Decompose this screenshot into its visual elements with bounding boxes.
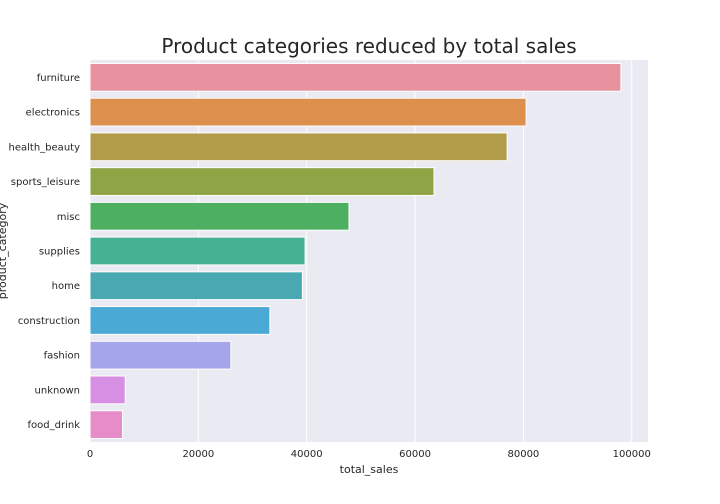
y-tick-label: unknown: [35, 385, 80, 396]
bar-electronics: [89, 97, 527, 127]
x-tick-label: 0: [87, 449, 93, 460]
y-tick-label: fashion: [44, 351, 80, 362]
x-tick-label: 40000: [291, 449, 323, 460]
y-tick-label: construction: [18, 316, 80, 327]
bar-home: [89, 271, 303, 301]
x-tick-label: 80000: [507, 449, 539, 460]
y-tick-label: supplies: [39, 247, 80, 258]
x-tick-label: 60000: [399, 449, 431, 460]
x-tick-label: 20000: [182, 449, 214, 460]
y-tick-label: misc: [57, 212, 80, 223]
bar-misc: [89, 201, 350, 231]
y-tick-label: electronics: [26, 108, 80, 119]
y-tick-labels: furniture electronics health_beauty sports_…: [9, 73, 81, 431]
x-tick-labels: 0 20000 40000 60000 80000 100000: [87, 449, 651, 460]
bar-construction: [89, 306, 271, 335]
bar-fashion: [89, 340, 232, 370]
y-axis-label: product_category: [0, 202, 9, 299]
bar-food-drink: [89, 410, 124, 440]
y-tick-label: home: [52, 281, 80, 292]
x-axis-label: total_sales: [340, 463, 399, 476]
bar-supplies: [89, 236, 306, 266]
chart-title: Product categories reduced by total sale…: [161, 34, 576, 58]
y-tick-label: furniture: [37, 73, 80, 84]
bar-unknown: [89, 375, 126, 405]
x-tick-label: 100000: [613, 449, 651, 460]
y-tick-label: food_drink: [28, 420, 81, 431]
y-tick-label: health_beauty: [9, 142, 81, 153]
bar-sports-leisure: [89, 167, 435, 196]
bar-furniture: [89, 62, 622, 92]
bars: [89, 62, 622, 440]
bar-health-beauty: [89, 132, 508, 162]
y-tick-label: sports_leisure: [11, 177, 80, 188]
